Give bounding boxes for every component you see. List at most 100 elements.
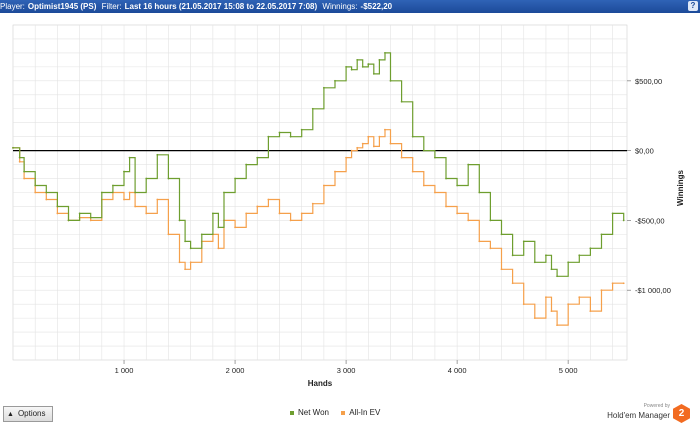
legend-label-allin-ev: All-In EV [349,408,381,417]
data-point [578,254,581,257]
data-point [361,65,364,68]
legend-item-allin-ev[interactable]: All-In EV [341,408,380,417]
data-point [245,212,248,215]
data-point [217,226,220,229]
data-point [34,191,37,194]
title-bar: Player: Optimist1945 (PS) Filter: Last 16 … [0,0,700,13]
data-point [189,247,192,250]
data-point [67,219,70,222]
y-tick-label: $0,00 [635,147,654,156]
data-point [23,177,26,180]
data-point [289,219,292,222]
data-point [389,142,392,145]
y-tick-label: $500,00 [635,77,662,86]
data-point [45,198,48,201]
data-point [489,219,492,222]
x-tick-label: 5 000 [559,366,578,375]
data-point [411,135,414,138]
data-point [434,156,436,159]
data-point [356,146,359,149]
data-point [134,205,137,208]
data-point [311,107,314,110]
data-point [533,261,536,264]
data-point [123,198,125,201]
data-point [589,310,592,313]
data-point [622,219,625,222]
graph-area: 1 000 2 000 3 000 4 000 5 000 $500,00 $0,00 -$5… [0,13,700,403]
data-point [511,254,514,257]
data-point [350,68,353,71]
options-button[interactable]: ▲ Options [3,406,53,422]
series-net-won [12,52,625,278]
data-point [167,177,170,180]
series-allin-ev [12,128,625,327]
data-point [234,177,236,180]
data-point [322,184,325,187]
data-point [422,184,425,187]
data-point [567,303,570,306]
chart-legend: Net Won All-In EV [290,408,390,417]
data-point [23,170,26,173]
data-point [367,63,370,65]
help-icon[interactable]: ? [688,1,698,11]
x-tick-label: 4 000 [448,366,467,375]
data-point [12,146,14,149]
data-point [545,296,547,299]
data-point [34,184,37,187]
y-tick-label: -$500,00 [635,216,665,225]
data-point [378,58,381,61]
data-point [167,233,170,236]
data-point [500,233,503,236]
hem2-logo-icon: 2 [673,404,690,423]
data-point [445,205,447,208]
data-point [267,135,270,138]
data-point [112,184,114,187]
data-point [156,153,159,156]
data-point [567,261,570,264]
data-point [589,247,592,250]
winnings-label: Winnings: [322,2,358,11]
legend-item-net-won[interactable]: Net Won [290,408,329,417]
branding: Powered by Hold'em Manager 2 [607,402,692,426]
x-tick-label: 2 000 [226,366,245,375]
data-point [189,261,192,264]
data-point [300,128,303,131]
data-point [622,282,625,285]
data-point [334,79,336,82]
data-point [545,254,547,257]
winnings-value: -$522,20 [360,2,393,11]
data-point [278,212,281,215]
data-point [533,317,536,320]
data-point [211,212,214,215]
winnings-chart: 1 000 2 000 3 000 4 000 5 000 $500,00 $0,00 -$5… [12,24,685,388]
data-point [300,212,303,215]
data-point [178,219,181,222]
data-point [522,240,525,243]
data-point [411,170,414,173]
filter-label: Filter: [101,2,122,11]
data-point [223,191,225,194]
product-name: Hold'em Manager [607,411,670,420]
data-point [89,216,92,219]
data-point [556,324,558,327]
data-point [18,160,21,163]
data-point [500,268,503,271]
data-point [456,212,459,215]
legend-swatch-allin-ev [341,410,346,415]
data-point [400,100,403,103]
data-point [434,191,436,194]
data-point [389,79,392,82]
data-point [550,268,553,271]
data-point [384,128,386,131]
data-point [184,240,186,243]
player-label: Player: [0,2,25,11]
data-point [372,72,375,75]
data-point [256,205,259,208]
data-point [478,191,481,194]
y-tick-label: -$1 000,00 [635,286,671,295]
data-point [245,163,248,166]
data-point [234,226,236,229]
data-point [550,310,553,313]
options-label: Options [17,409,46,418]
data-point [256,156,259,159]
